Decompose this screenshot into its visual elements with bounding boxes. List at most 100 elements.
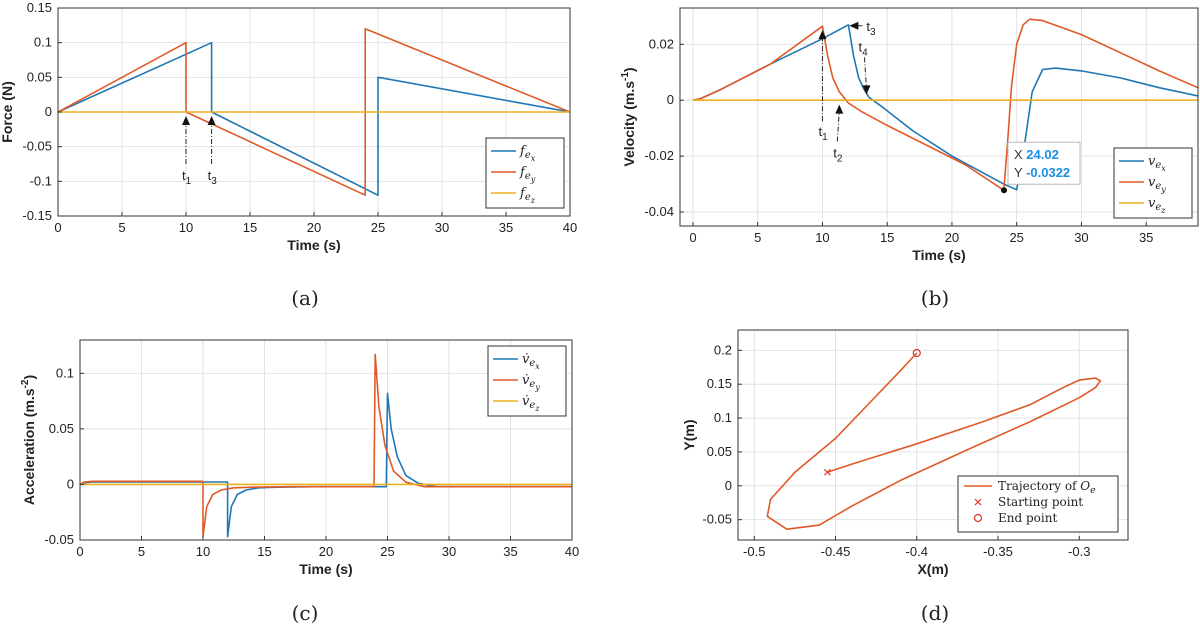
x-tick-label: 30: [442, 544, 456, 559]
x-tick-label: 10: [179, 220, 193, 235]
y-tick-label: -0.05: [44, 532, 74, 547]
legend-entry: v̇ey: [522, 373, 540, 392]
legend-box: [487, 345, 567, 417]
x-axis-label: Time (s): [287, 237, 340, 253]
annotation-label: t1: [182, 168, 192, 187]
y-tick-label: 0.1: [56, 365, 74, 380]
legend: v̇ex v̇ey v̇ez: [487, 345, 567, 417]
legend-entry: fey: [519, 165, 536, 184]
y-tick-label: 0: [667, 92, 674, 107]
subfigure-caption: (d): [921, 601, 949, 625]
series-line-0: [692, 24, 1198, 191]
plot-frame: [679, 7, 1199, 227]
end-point-marker: [912, 348, 921, 358]
x-tick-label: 25: [1009, 230, 1023, 245]
x-tick-label: -0.35: [983, 544, 1013, 559]
x-tick-label: 5: [138, 544, 145, 559]
y-axis-label: Y(m): [681, 419, 697, 450]
y-tick-label: 0.05: [49, 421, 74, 436]
x-tick-label: 5: [754, 230, 761, 245]
x-axis-label: Time (s): [912, 247, 965, 263]
x-tick-label: 20: [307, 220, 321, 235]
legend-entry: Starting point: [998, 495, 1083, 509]
annotation-arrowhead: [849, 21, 859, 30]
x-tick-label: 0: [689, 230, 696, 245]
legend-entry: fez: [519, 186, 536, 205]
legend-entry: v̇ez: [522, 394, 540, 413]
series-line-1: [692, 18, 1198, 191]
x-axis-label: Time (s): [299, 561, 352, 577]
y-tick-label: -0.05: [22, 139, 52, 154]
subfigure-caption: (a): [291, 286, 319, 310]
x-tick-label: 15: [880, 230, 894, 245]
datatip: X 24.02 Y -0.0322: [1001, 141, 1081, 194]
legend-start-marker: [974, 498, 982, 506]
legend-end-marker: [973, 513, 983, 523]
y-tick-label: 0: [45, 104, 52, 119]
annotation-label: t4: [858, 39, 868, 58]
y-axis-label: Acceleration (m.s-2): [20, 375, 37, 505]
chart-b: 0 5 10 15 20 25 30 35 0.02 0 -0.02 -0.04 Time (s) Vel…: [620, 7, 1199, 310]
annotation-arrowhead: [182, 116, 190, 125]
y-tick-label: 0.1: [714, 410, 732, 425]
y-axis-label: Force (N): [0, 81, 15, 142]
x-tick-label: 20: [319, 544, 333, 559]
annotation-label: t3: [866, 19, 876, 38]
series-line-0: [766, 352, 1102, 530]
y-tick-label: -0.1: [30, 173, 52, 188]
legend-entry: End point: [998, 511, 1057, 525]
y-tick-label: -0.15: [22, 208, 52, 223]
series-group: [80, 353, 572, 538]
x-tick-label: 10: [815, 230, 829, 245]
x-tick-label: 35: [499, 220, 513, 235]
y-tick-label: 0.15: [707, 376, 732, 391]
annotation-arrowhead: [862, 85, 871, 95]
subfigure-caption: (c): [292, 601, 319, 625]
y-tick-label: 0.15: [27, 0, 52, 15]
legend-entry: vex: [1148, 154, 1166, 173]
x-tick-label: -0.45: [821, 544, 851, 559]
legend-entry: vez: [1148, 196, 1166, 215]
series-group: [58, 28, 570, 196]
x-tick-label: 15: [243, 220, 257, 235]
y-tick-label: 0.02: [649, 36, 674, 51]
legend-entry: Trajectory of Oe: [998, 479, 1095, 496]
y-tick-label: -0.02: [644, 148, 674, 163]
y-tick-label: 0.05: [27, 69, 52, 84]
x-tick-label: 30: [1074, 230, 1088, 245]
x-tick-label: -0.5: [743, 544, 765, 559]
y-axis-label: Velocity (m.s-1): [620, 67, 637, 166]
chart-a: 0 5 10 15 20 25 30 35 40 0.15 0.1 0.05 0 -0.05 -0.1 -0.…: [0, 0, 577, 310]
legend: fex fey fez: [485, 137, 565, 209]
subfigure-caption: (b): [921, 286, 949, 310]
annotation-label: t1: [818, 124, 828, 143]
series-group: [692, 18, 1198, 191]
y-tick-label: 0: [725, 478, 732, 493]
x-tick-label: 35: [1139, 230, 1153, 245]
y-tick-label: 0: [67, 476, 74, 491]
y-tick-label: -0.05: [702, 512, 732, 527]
x-tick-label: 40: [565, 544, 579, 559]
series-line-1: [58, 28, 570, 196]
annotation-arrowhead: [207, 116, 216, 125]
annotation-label: t2: [833, 146, 843, 165]
datatip-y: Y -0.0322: [1014, 165, 1070, 180]
x-tick-label: 40: [563, 220, 577, 235]
legend-entry: fex: [519, 144, 536, 163]
legend-entry: v̇ex: [522, 352, 540, 371]
x-tick-label: -0.4: [906, 544, 928, 559]
y-tick-label: 0.1: [34, 35, 52, 50]
y-tick-label: -0.04: [644, 204, 674, 219]
annotation-arrowhead: [835, 104, 844, 114]
y-tick-label: 0.2: [714, 342, 732, 357]
x-axis-label: X(m): [917, 561, 948, 577]
legend: vex vey vez: [1113, 147, 1193, 219]
x-tick-label: 15: [257, 544, 271, 559]
series-line-1: [80, 353, 572, 538]
x-tick-label: -0.3: [1068, 544, 1090, 559]
legend-box: [1113, 147, 1193, 219]
